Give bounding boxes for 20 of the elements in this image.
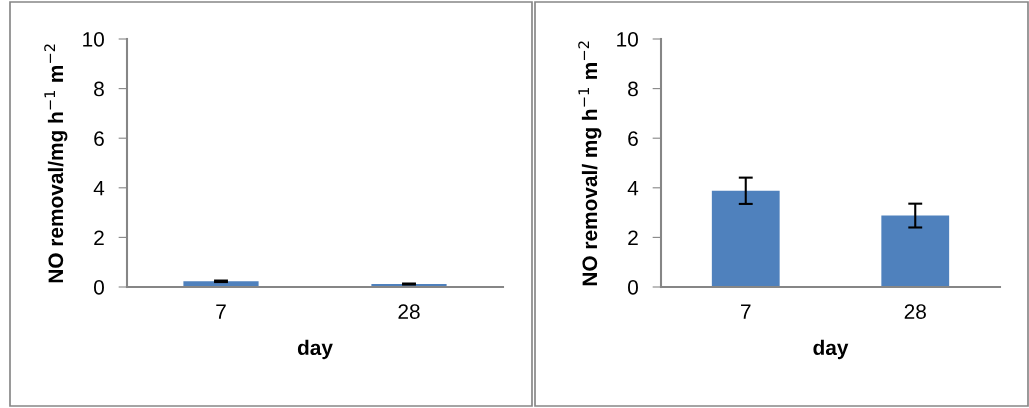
x-axis-title: day (813, 339, 849, 360)
y-tick-label: 4 (627, 181, 639, 196)
x-tick-label: 28 (398, 304, 420, 319)
x-axis-title: day (297, 339, 333, 360)
y-axis-title: NO removal/ mg h$^{−1}$ m$^{−2}$ (578, 41, 602, 286)
y-tick-label: 8 (94, 81, 104, 97)
x-tick-label: 28 (904, 304, 926, 319)
y-tick-label: 8 (628, 81, 638, 97)
y-tick-label: 0 (94, 280, 104, 295)
y-tick-label: 2 (628, 230, 638, 245)
y-tick-label: 2 (94, 230, 104, 245)
y-tick-label: 10 (83, 32, 104, 47)
x-tick-label: 7 (741, 304, 751, 319)
y-tick-label: 10 (617, 32, 638, 47)
y-axis-title: NO removal/mg h$^{−1}$ m$^{−2}$ (44, 44, 68, 283)
y-tick-label: 6 (628, 131, 638, 146)
y-tick-label: 6 (94, 131, 104, 146)
y-tick-label: 4 (93, 181, 105, 196)
y-tick-label: 0 (628, 280, 638, 295)
x-tick-label: 7 (216, 304, 226, 319)
